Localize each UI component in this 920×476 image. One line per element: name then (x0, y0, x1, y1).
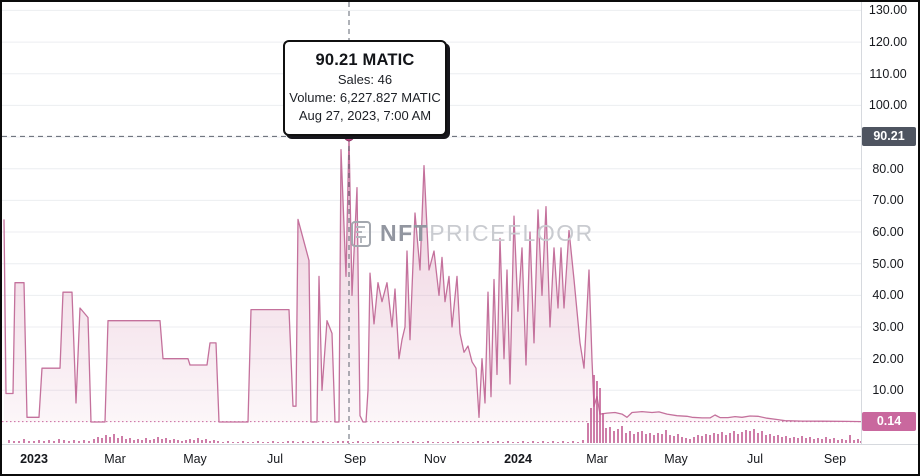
price-tick-label: 30.00 (872, 320, 904, 334)
time-tick-label: Mar (586, 452, 608, 466)
time-tick-label: May (664, 452, 688, 466)
volume-bars (8, 375, 862, 443)
price-tick-label: 70.00 (872, 193, 904, 208)
price-tick-label: 80.00 (872, 161, 904, 176)
time-tick-label: Nov (423, 452, 447, 466)
chart-plot[interactable]: NFTPRICEFLOOR 90.21 MATIC Sales: 46 Volu… (2, 2, 862, 445)
time-tick-label: Mar (104, 452, 126, 466)
time-tick-label: Jul (267, 452, 283, 466)
price-tick-label: 120.00 (868, 35, 908, 50)
time-tick-label: Sep (343, 452, 367, 466)
price-axis[interactable]: 90.21 0.14 130.00 120.00 110.00 100.00 80.00… (861, 2, 918, 445)
last-price-badge: 0.14 (862, 412, 916, 432)
time-tick-label: 2024 (504, 452, 532, 466)
crosshair-price-badge: 90.21 (862, 126, 916, 146)
tooltip-sales: Sales: 46 (337, 72, 393, 87)
price-tick-label: 130.00 (868, 3, 908, 18)
price-tooltip: 90.21 MATIC Sales: 46 Volume: 6,227.827 … (283, 40, 447, 136)
tooltip-volume: Volume: 6,227.827 MATIC (289, 90, 441, 105)
price-tick-label: 60.00 (872, 225, 904, 239)
price-tick-label: 20.00 (872, 351, 904, 366)
time-tick-label: 2023 (20, 452, 48, 466)
price-tick-label: 100.00 (868, 98, 908, 113)
price-tick-label: 40.00 (872, 288, 904, 303)
tooltip-date: Aug 27, 2023, 7:00 AM (298, 108, 432, 123)
tooltip-price: 90.21 MATIC (315, 51, 415, 69)
time-tick-label: Jul (747, 452, 763, 466)
time-tick-label: Sep (823, 452, 847, 466)
price-tick-label: 10.00 (872, 383, 904, 398)
price-tick-label: 110.00 (869, 66, 907, 81)
price-tick-label: 50.00 (872, 256, 904, 271)
time-tick-label: May (183, 452, 207, 466)
price-chart-canvas[interactable] (2, 2, 862, 445)
price-area-fill (4, 136, 862, 422)
price-line (3, 135, 862, 423)
time-axis[interactable]: 2023 Mar May Jul Sep Nov 2024 Mar May Jul Sep (2, 444, 918, 474)
